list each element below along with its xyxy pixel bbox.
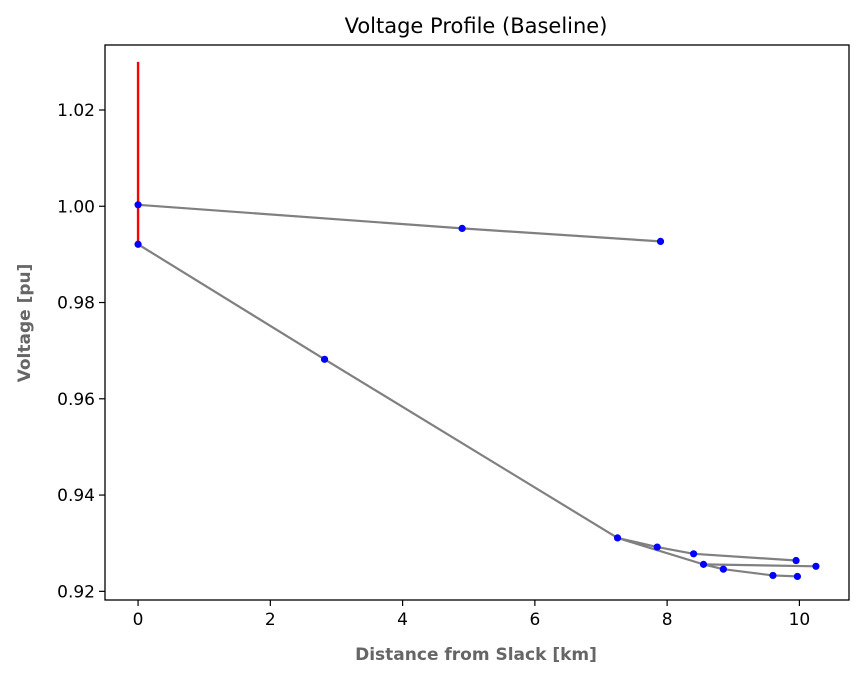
y-tick-label: 1.00 xyxy=(57,197,95,217)
data-point-9 xyxy=(792,556,800,565)
series-points xyxy=(134,201,820,581)
data-point-6 xyxy=(613,534,622,542)
data-point-3 xyxy=(656,237,665,245)
data-point-13 xyxy=(769,571,777,580)
x-tick-label: 6 xyxy=(529,610,540,630)
series-line-4 xyxy=(617,536,816,568)
series-line-3 xyxy=(617,536,797,562)
data-point-12 xyxy=(719,565,727,573)
chart-title: Voltage Profile (Baseline) xyxy=(345,14,608,38)
y-tick-label: 1.02 xyxy=(57,101,95,121)
data-point-4 xyxy=(134,240,142,248)
data-point-7 xyxy=(653,543,661,551)
series-line-1 xyxy=(137,203,661,243)
data-point-1 xyxy=(134,201,142,209)
x-tick-label: 8 xyxy=(662,610,673,630)
series-lines xyxy=(137,203,816,578)
y-axis-label: Voltage [pu] xyxy=(15,264,35,383)
series-line-2 xyxy=(137,243,619,539)
y-tick-label: 0.94 xyxy=(57,486,95,506)
data-point-2 xyxy=(458,224,466,232)
y-tick-label: 0.98 xyxy=(57,294,95,314)
series-line-5 xyxy=(703,563,798,578)
data-point-14 xyxy=(793,572,802,581)
x-tick-label: 0 xyxy=(133,610,144,630)
data-point-8 xyxy=(689,550,698,558)
x-tick-label: 4 xyxy=(397,610,408,630)
data-point-5 xyxy=(320,355,329,363)
x-axis-label: Distance from Slack [km] xyxy=(355,645,597,665)
y-axis-ticks: 0.92 0.94 0.96 0.98 1.00 1.02 xyxy=(57,101,105,602)
x-axis-ticks: 0 2 4 6 8 10 xyxy=(133,600,811,630)
x-tick-label: 2 xyxy=(265,610,276,630)
y-tick-label: 0.96 xyxy=(57,390,95,410)
data-point-10 xyxy=(699,560,708,568)
y-tick-label: 0.92 xyxy=(57,582,95,602)
plot-frame xyxy=(104,44,850,601)
data-point-11 xyxy=(812,562,820,570)
x-tick-label: 10 xyxy=(789,610,811,630)
